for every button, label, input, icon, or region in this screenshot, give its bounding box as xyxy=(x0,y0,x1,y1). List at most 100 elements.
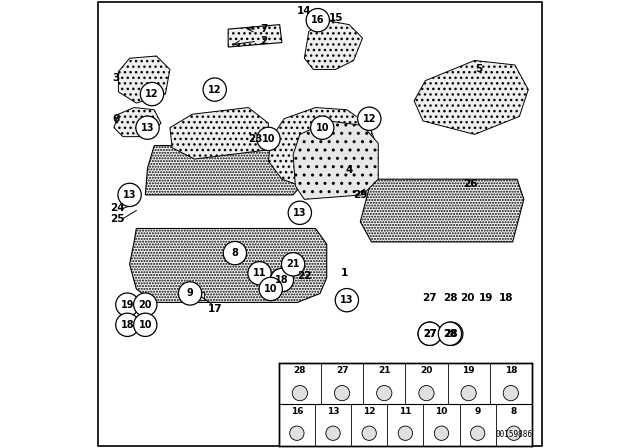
Text: 20: 20 xyxy=(461,293,475,303)
Polygon shape xyxy=(293,121,378,199)
Text: 13: 13 xyxy=(123,190,136,200)
Text: 27: 27 xyxy=(336,366,348,375)
Polygon shape xyxy=(170,108,269,159)
Circle shape xyxy=(376,385,392,401)
Polygon shape xyxy=(145,146,305,195)
Text: 28: 28 xyxy=(294,366,306,375)
Circle shape xyxy=(362,426,376,440)
Text: 15: 15 xyxy=(328,13,343,23)
Text: 14: 14 xyxy=(297,6,312,16)
Text: 10: 10 xyxy=(262,134,275,144)
Text: 23: 23 xyxy=(248,134,262,144)
Circle shape xyxy=(259,277,282,301)
Text: 28: 28 xyxy=(443,329,457,339)
Polygon shape xyxy=(269,108,378,190)
Text: 28: 28 xyxy=(443,293,457,303)
Text: 10: 10 xyxy=(435,407,448,416)
Text: 20: 20 xyxy=(420,366,433,375)
Circle shape xyxy=(418,322,442,345)
Text: 12: 12 xyxy=(362,114,376,124)
Text: 9: 9 xyxy=(474,407,481,416)
Circle shape xyxy=(118,183,141,207)
Text: 27: 27 xyxy=(423,329,436,339)
Text: 13: 13 xyxy=(327,407,339,416)
Circle shape xyxy=(438,322,461,345)
Text: 13: 13 xyxy=(293,208,307,218)
Circle shape xyxy=(326,426,340,440)
Text: 27: 27 xyxy=(422,293,437,303)
Circle shape xyxy=(270,268,294,292)
Circle shape xyxy=(461,385,476,401)
Circle shape xyxy=(116,313,139,336)
Circle shape xyxy=(223,241,246,265)
Text: 12: 12 xyxy=(208,85,221,95)
Text: 19: 19 xyxy=(479,293,493,303)
Text: 21: 21 xyxy=(378,366,390,375)
Text: 18: 18 xyxy=(120,320,134,330)
Text: 13: 13 xyxy=(340,295,354,305)
Text: 5: 5 xyxy=(476,65,483,74)
Circle shape xyxy=(134,293,157,316)
Circle shape xyxy=(179,282,202,305)
Circle shape xyxy=(282,253,305,276)
Circle shape xyxy=(398,426,413,440)
Text: 19: 19 xyxy=(120,300,134,310)
Text: 16: 16 xyxy=(291,407,303,416)
Circle shape xyxy=(310,116,334,139)
Polygon shape xyxy=(118,56,170,103)
Circle shape xyxy=(292,385,307,401)
Polygon shape xyxy=(130,228,327,302)
Text: 20: 20 xyxy=(138,300,152,310)
Circle shape xyxy=(136,116,159,139)
Text: 6: 6 xyxy=(113,114,120,124)
Polygon shape xyxy=(114,108,161,137)
Text: 13: 13 xyxy=(141,123,154,133)
Circle shape xyxy=(257,127,280,151)
Polygon shape xyxy=(228,25,282,47)
Text: 27: 27 xyxy=(423,329,436,339)
Circle shape xyxy=(203,78,227,101)
Text: 19: 19 xyxy=(462,366,475,375)
Text: 4: 4 xyxy=(346,165,353,175)
Text: 10: 10 xyxy=(264,284,278,294)
Text: 9: 9 xyxy=(187,289,193,298)
Bar xyxy=(192,292,204,300)
Text: 11: 11 xyxy=(399,407,412,416)
Circle shape xyxy=(306,9,330,32)
Text: 18: 18 xyxy=(499,293,513,303)
Bar xyxy=(279,363,532,446)
Circle shape xyxy=(440,322,463,345)
Text: 11: 11 xyxy=(253,268,266,278)
Text: 8: 8 xyxy=(232,248,238,258)
Polygon shape xyxy=(414,60,529,134)
Text: 25: 25 xyxy=(110,214,125,224)
Circle shape xyxy=(140,82,164,106)
Text: 26: 26 xyxy=(463,179,477,189)
Text: 12: 12 xyxy=(363,407,376,416)
Text: 16: 16 xyxy=(311,15,324,25)
Text: 1: 1 xyxy=(341,268,348,278)
Circle shape xyxy=(116,293,139,316)
Circle shape xyxy=(134,313,157,336)
Circle shape xyxy=(470,426,485,440)
Circle shape xyxy=(290,426,304,440)
Circle shape xyxy=(418,322,442,345)
Circle shape xyxy=(335,385,349,401)
Polygon shape xyxy=(305,20,362,69)
Text: 22: 22 xyxy=(297,271,312,280)
Text: 3: 3 xyxy=(113,73,120,83)
Circle shape xyxy=(435,426,449,440)
Text: 17: 17 xyxy=(207,304,222,314)
Text: 24: 24 xyxy=(110,203,125,213)
Circle shape xyxy=(288,201,312,224)
Text: 10: 10 xyxy=(316,123,329,133)
Circle shape xyxy=(335,289,358,312)
Text: 2: 2 xyxy=(260,36,268,46)
Text: 18: 18 xyxy=(504,366,517,375)
Text: 18: 18 xyxy=(275,275,289,285)
Circle shape xyxy=(419,385,434,401)
Circle shape xyxy=(503,385,518,401)
Circle shape xyxy=(248,262,271,285)
Polygon shape xyxy=(360,179,524,242)
Text: 10: 10 xyxy=(138,320,152,330)
